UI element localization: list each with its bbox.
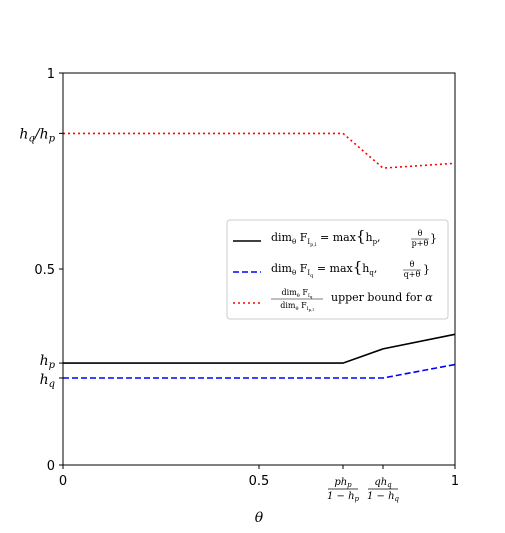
y-tick-label: hq/hp	[19, 126, 55, 144]
x-tick-label: 0.5	[249, 474, 270, 489]
legend: dimθ FIp,l = max{hp, θ p+θ } dimθ FIq = …	[226, 219, 449, 320]
svg-text:dimθ FIq: dimθ FIq	[282, 288, 313, 299]
y-tick-label: hq	[40, 372, 55, 390]
svg-text:dimθ FIp,l = max{hp,: dimθ FIp,l = max{hp,	[271, 227, 381, 248]
legend-label-dim-p: dimθ FIp,l = max{hp, θ p+θ }	[271, 227, 437, 248]
x-axis-label: θ	[255, 510, 264, 526]
series-line-dotted	[63, 132, 456, 169]
x-tick-fraction-numerator: php	[334, 477, 352, 489]
y-tick-label: 0.5	[34, 263, 55, 278]
x-tick-fraction-denominator: 1 − hq	[367, 491, 400, 503]
y-tick-label: 0	[47, 459, 55, 474]
svg-text:p+θ: p+θ	[412, 239, 429, 248]
legend-label-ratio: dimθ FIq dimθ FIp,l upper bound for α	[271, 288, 433, 312]
svg-text:}: }	[430, 232, 437, 245]
svg-text:dimθ FIp,l: dimθ FIp,l	[280, 301, 314, 312]
y-tick-label: 1	[47, 67, 55, 82]
svg-text:}: }	[423, 263, 430, 276]
series-line-dashed	[63, 363, 456, 379]
x-tick-label: 0	[59, 474, 67, 489]
series-line-solid	[63, 333, 456, 364]
svg-text:θ: θ	[418, 229, 423, 238]
x-tick-label: 1	[451, 474, 459, 489]
svg-text:upper bound for α: upper bound for α	[331, 291, 433, 304]
svg-text:dimθ FIq = max{hq,: dimθ FIq = max{hq,	[271, 258, 377, 279]
svg-text:q+θ: q+θ	[404, 270, 421, 279]
legend-frame	[226, 219, 449, 320]
svg-text:θ: θ	[410, 260, 415, 269]
plot-frame	[62, 72, 456, 466]
y-tick-label: hp	[40, 353, 56, 371]
legend-label-dim-q: dimθ FIq = max{hq, θ q+θ }	[271, 258, 430, 279]
x-tick-fraction-denominator: 1 − hp	[327, 491, 360, 503]
series-layer	[63, 132, 456, 379]
x-tick-fraction-numerator: qhq	[374, 477, 392, 489]
